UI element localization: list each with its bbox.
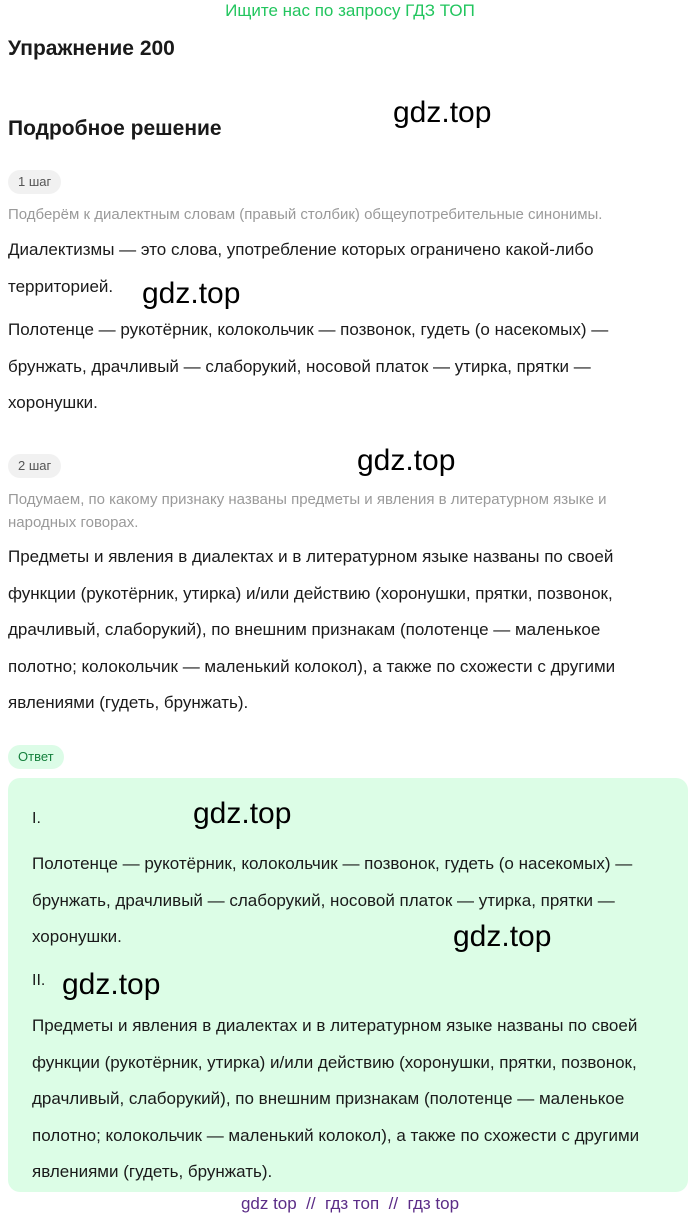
answer-badge: Ответ <box>8 745 64 769</box>
answer-paragraph: Полотенце — рукотёрник, колокольчик — по… <box>32 854 633 946</box>
step-badge: 1 шаг <box>8 170 62 194</box>
step-hint: Подумаем, по какому признаку названы пре… <box>8 491 607 531</box>
banner[interactable]: Ищите нас по запросу ГДЗ ТОП <box>225 1 475 20</box>
watermark: gdz.top <box>357 444 456 477</box>
step-badge: 2 шаг <box>8 454 62 478</box>
watermark: gdz.top <box>62 968 161 1001</box>
section-numeral: II. <box>32 972 46 989</box>
watermark: gdz.top <box>393 96 492 129</box>
answer-paragraph: Предметы и явления в диалектах и в литер… <box>32 1016 640 1181</box>
watermark: gdz.top <box>193 797 292 830</box>
paragraph: Диалектизмы — это слова, употребление ко… <box>8 240 594 296</box>
step-hint: Подберём к диалектным словам (правый сто… <box>8 206 603 223</box>
footer[interactable]: gdz top // гдз топ // гдз top <box>240 1194 460 1213</box>
solution-heading: Подробное решение <box>8 117 222 140</box>
section-numeral: I. <box>32 810 41 827</box>
answer-box <box>8 778 688 1192</box>
watermark: gdz.top <box>142 277 241 310</box>
watermark: gdz.top <box>453 920 552 953</box>
exercise-title: Упражнение 200 <box>8 37 175 60</box>
paragraph: Предметы и явления в диалектах и в литер… <box>8 547 616 712</box>
paragraph: Полотенце — рукотёрник, колокольчик — по… <box>8 320 609 412</box>
